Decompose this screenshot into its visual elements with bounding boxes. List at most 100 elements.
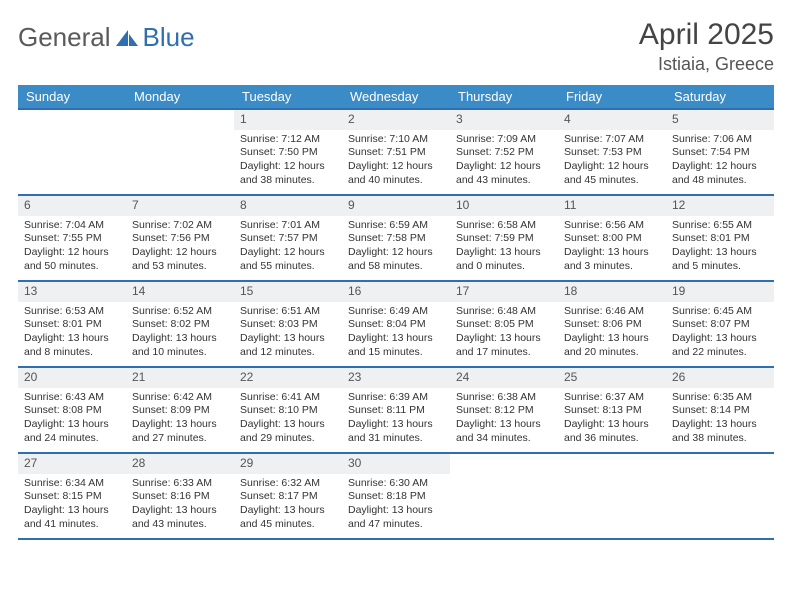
- calendar-day-cell: 5Sunrise: 7:06 AMSunset: 7:54 PMDaylight…: [666, 109, 774, 195]
- daylight-line: Daylight: 13 hours and 27 minutes.: [132, 418, 228, 445]
- daylight-line: Daylight: 12 hours and 53 minutes.: [132, 246, 228, 273]
- day-details: Sunrise: 6:59 AMSunset: 7:58 PMDaylight:…: [342, 216, 450, 278]
- sunset-line: Sunset: 7:54 PM: [672, 146, 768, 160]
- calendar-day-cell: 28Sunrise: 6:33 AMSunset: 8:16 PMDayligh…: [126, 453, 234, 539]
- calendar-day-cell: 8Sunrise: 7:01 AMSunset: 7:57 PMDaylight…: [234, 195, 342, 281]
- daylight-line: Daylight: 13 hours and 43 minutes.: [132, 504, 228, 531]
- weekday-header: Thursday: [450, 85, 558, 109]
- calendar-week-row: 20Sunrise: 6:43 AMSunset: 8:08 PMDayligh…: [18, 367, 774, 453]
- sunrise-line: Sunrise: 6:30 AM: [348, 477, 444, 491]
- sunset-line: Sunset: 7:58 PM: [348, 232, 444, 246]
- calendar-day-cell: 13Sunrise: 6:53 AMSunset: 8:01 PMDayligh…: [18, 281, 126, 367]
- day-number: 29: [234, 454, 342, 474]
- calendar-day-cell: 21Sunrise: 6:42 AMSunset: 8:09 PMDayligh…: [126, 367, 234, 453]
- daylight-line: Daylight: 13 hours and 12 minutes.: [240, 332, 336, 359]
- day-details: Sunrise: 6:35 AMSunset: 8:14 PMDaylight:…: [666, 388, 774, 450]
- sunrise-line: Sunrise: 6:52 AM: [132, 305, 228, 319]
- day-number: 8: [234, 196, 342, 216]
- calendar-day-cell: 29Sunrise: 6:32 AMSunset: 8:17 PMDayligh…: [234, 453, 342, 539]
- sunrise-line: Sunrise: 6:39 AM: [348, 391, 444, 405]
- calendar-day-cell: 11Sunrise: 6:56 AMSunset: 8:00 PMDayligh…: [558, 195, 666, 281]
- sunset-line: Sunset: 8:08 PM: [24, 404, 120, 418]
- location: Istiaia, Greece: [639, 54, 774, 75]
- sunset-line: Sunset: 8:07 PM: [672, 318, 768, 332]
- day-details: Sunrise: 6:38 AMSunset: 8:12 PMDaylight:…: [450, 388, 558, 450]
- calendar-day-cell: 27Sunrise: 6:34 AMSunset: 8:15 PMDayligh…: [18, 453, 126, 539]
- day-details: Sunrise: 7:07 AMSunset: 7:53 PMDaylight:…: [558, 130, 666, 192]
- day-details: Sunrise: 6:41 AMSunset: 8:10 PMDaylight:…: [234, 388, 342, 450]
- day-number: 26: [666, 368, 774, 388]
- day-details: Sunrise: 7:04 AMSunset: 7:55 PMDaylight:…: [18, 216, 126, 278]
- sunrise-line: Sunrise: 6:56 AM: [564, 219, 660, 233]
- weekday-header: Wednesday: [342, 85, 450, 109]
- day-details: Sunrise: 6:55 AMSunset: 8:01 PMDaylight:…: [666, 216, 774, 278]
- brand-logo: GeneralBlue: [18, 18, 195, 53]
- day-details: Sunrise: 6:56 AMSunset: 8:00 PMDaylight:…: [558, 216, 666, 278]
- day-details: Sunrise: 6:52 AMSunset: 8:02 PMDaylight:…: [126, 302, 234, 364]
- sunset-line: Sunset: 7:55 PM: [24, 232, 120, 246]
- sunset-line: Sunset: 7:57 PM: [240, 232, 336, 246]
- day-number: 11: [558, 196, 666, 216]
- sunset-line: Sunset: 8:13 PM: [564, 404, 660, 418]
- sunrise-line: Sunrise: 7:02 AM: [132, 219, 228, 233]
- daylight-line: Daylight: 13 hours and 36 minutes.: [564, 418, 660, 445]
- day-details: Sunrise: 6:42 AMSunset: 8:09 PMDaylight:…: [126, 388, 234, 450]
- calendar-day-cell: 14Sunrise: 6:52 AMSunset: 8:02 PMDayligh…: [126, 281, 234, 367]
- sunrise-line: Sunrise: 6:46 AM: [564, 305, 660, 319]
- day-details: Sunrise: 7:02 AMSunset: 7:56 PMDaylight:…: [126, 216, 234, 278]
- sunset-line: Sunset: 8:12 PM: [456, 404, 552, 418]
- daylight-line: Daylight: 12 hours and 38 minutes.: [240, 160, 336, 187]
- calendar-day-cell: 1Sunrise: 7:12 AMSunset: 7:50 PMDaylight…: [234, 109, 342, 195]
- calendar-day-cell: 19Sunrise: 6:45 AMSunset: 8:07 PMDayligh…: [666, 281, 774, 367]
- sunrise-line: Sunrise: 7:09 AM: [456, 133, 552, 147]
- daylight-line: Daylight: 13 hours and 29 minutes.: [240, 418, 336, 445]
- month-title: April 2025: [639, 18, 774, 52]
- sunrise-line: Sunrise: 6:53 AM: [24, 305, 120, 319]
- calendar-day-cell: ..: [666, 453, 774, 539]
- day-details: Sunrise: 6:43 AMSunset: 8:08 PMDaylight:…: [18, 388, 126, 450]
- sunset-line: Sunset: 8:09 PM: [132, 404, 228, 418]
- sunrise-line: Sunrise: 7:12 AM: [240, 133, 336, 147]
- weekday-row: SundayMondayTuesdayWednesdayThursdayFrid…: [18, 85, 774, 109]
- calendar-day-cell: 17Sunrise: 6:48 AMSunset: 8:05 PMDayligh…: [450, 281, 558, 367]
- day-details: Sunrise: 6:58 AMSunset: 7:59 PMDaylight:…: [450, 216, 558, 278]
- calendar-day-cell: 16Sunrise: 6:49 AMSunset: 8:04 PMDayligh…: [342, 281, 450, 367]
- calendar-day-cell: ..: [18, 109, 126, 195]
- calendar-day-cell: 25Sunrise: 6:37 AMSunset: 8:13 PMDayligh…: [558, 367, 666, 453]
- day-number: 6: [18, 196, 126, 216]
- sunset-line: Sunset: 8:17 PM: [240, 490, 336, 504]
- day-number: 5: [666, 110, 774, 130]
- day-number: 23: [342, 368, 450, 388]
- day-details: Sunrise: 6:46 AMSunset: 8:06 PMDaylight:…: [558, 302, 666, 364]
- sunset-line: Sunset: 8:10 PM: [240, 404, 336, 418]
- sunrise-line: Sunrise: 6:58 AM: [456, 219, 552, 233]
- sunset-line: Sunset: 8:15 PM: [24, 490, 120, 504]
- daylight-line: Daylight: 13 hours and 41 minutes.: [24, 504, 120, 531]
- sunrise-line: Sunrise: 6:49 AM: [348, 305, 444, 319]
- day-number: 28: [126, 454, 234, 474]
- day-details: Sunrise: 6:39 AMSunset: 8:11 PMDaylight:…: [342, 388, 450, 450]
- sunset-line: Sunset: 7:51 PM: [348, 146, 444, 160]
- sunrise-line: Sunrise: 7:06 AM: [672, 133, 768, 147]
- calendar-day-cell: 30Sunrise: 6:30 AMSunset: 8:18 PMDayligh…: [342, 453, 450, 539]
- calendar-week-row: 13Sunrise: 6:53 AMSunset: 8:01 PMDayligh…: [18, 281, 774, 367]
- daylight-line: Daylight: 13 hours and 45 minutes.: [240, 504, 336, 531]
- calendar-day-cell: 23Sunrise: 6:39 AMSunset: 8:11 PMDayligh…: [342, 367, 450, 453]
- sunset-line: Sunset: 7:53 PM: [564, 146, 660, 160]
- sunrise-line: Sunrise: 6:35 AM: [672, 391, 768, 405]
- sunrise-line: Sunrise: 6:55 AM: [672, 219, 768, 233]
- day-number: 15: [234, 282, 342, 302]
- day-details: Sunrise: 6:45 AMSunset: 8:07 PMDaylight:…: [666, 302, 774, 364]
- day-number: 3: [450, 110, 558, 130]
- weekday-header: Monday: [126, 85, 234, 109]
- day-number: 22: [234, 368, 342, 388]
- day-details: Sunrise: 7:01 AMSunset: 7:57 PMDaylight:…: [234, 216, 342, 278]
- sunset-line: Sunset: 8:03 PM: [240, 318, 336, 332]
- sunrise-line: Sunrise: 6:51 AM: [240, 305, 336, 319]
- day-number: 4: [558, 110, 666, 130]
- day-number: 14: [126, 282, 234, 302]
- daylight-line: Daylight: 12 hours and 45 minutes.: [564, 160, 660, 187]
- sunset-line: Sunset: 8:05 PM: [456, 318, 552, 332]
- calendar-day-cell: 18Sunrise: 6:46 AMSunset: 8:06 PMDayligh…: [558, 281, 666, 367]
- daylight-line: Daylight: 13 hours and 24 minutes.: [24, 418, 120, 445]
